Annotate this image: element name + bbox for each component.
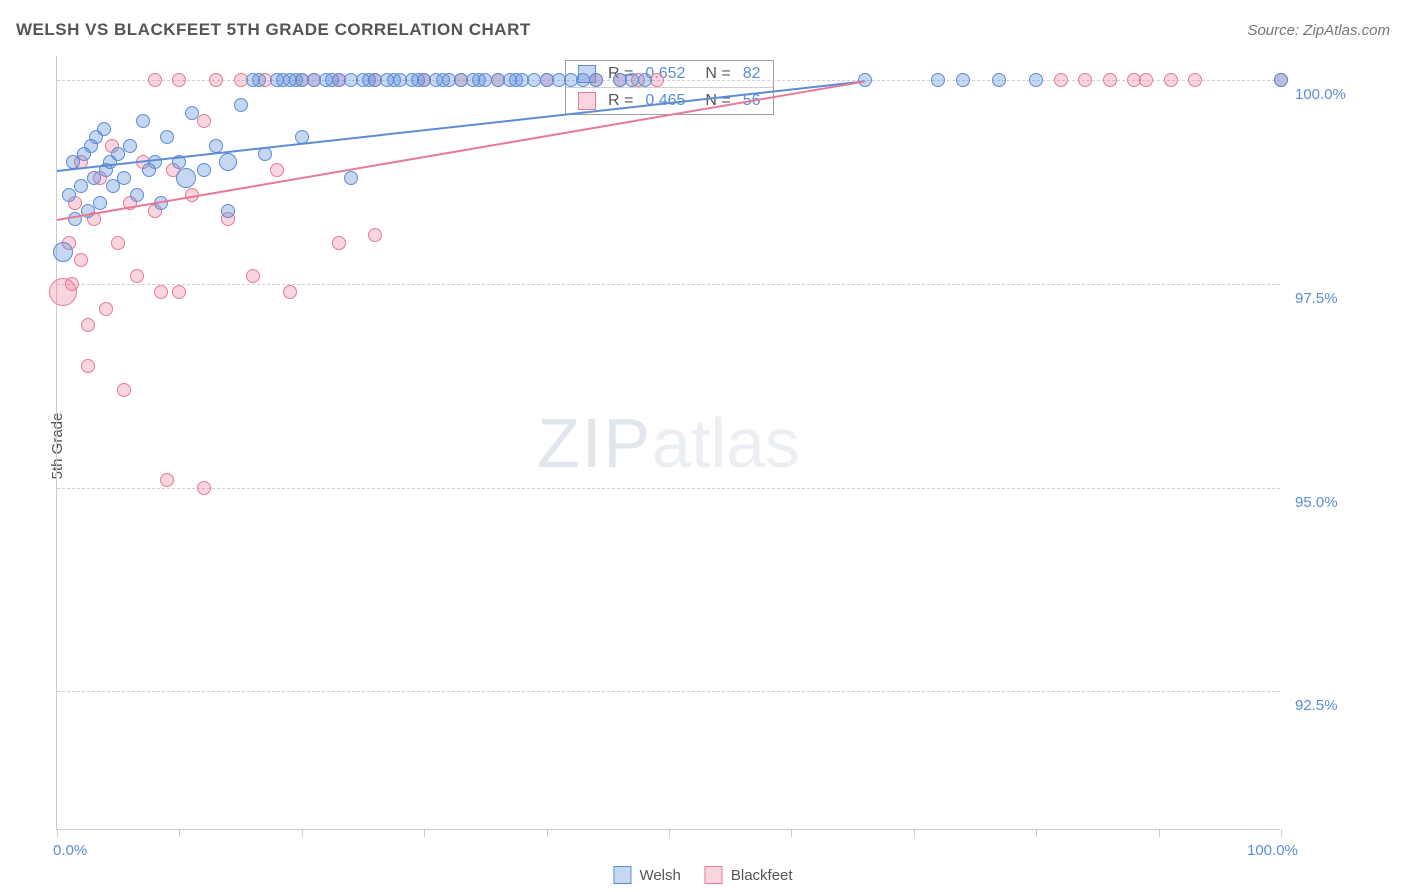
trendline-welsh xyxy=(57,80,865,172)
data-point-blackfeet xyxy=(154,285,168,299)
data-point-welsh xyxy=(123,139,137,153)
chart-title: WELSH VS BLACKFEET 5TH GRADE CORRELATION… xyxy=(16,20,531,40)
x-tick xyxy=(914,829,915,837)
watermark: ZIPatlas xyxy=(537,403,800,483)
y-tick-label: 97.5% xyxy=(1295,290,1338,307)
data-point-blackfeet xyxy=(209,73,223,87)
legend-item-welsh: Welsh xyxy=(613,866,680,884)
data-point-blackfeet xyxy=(270,163,284,177)
data-point-blackfeet xyxy=(74,253,88,267)
x-tick xyxy=(424,829,425,837)
legend: Welsh Blackfeet xyxy=(613,866,792,884)
data-point-welsh xyxy=(53,242,73,262)
data-point-blackfeet xyxy=(172,73,186,87)
data-point-welsh xyxy=(62,188,76,202)
data-point-blackfeet xyxy=(650,73,664,87)
y-tick-label: 100.0% xyxy=(1295,86,1346,103)
x-tick xyxy=(547,829,548,837)
data-point-welsh xyxy=(992,73,1006,87)
x-tick xyxy=(1159,829,1160,837)
x-tick xyxy=(302,829,303,837)
data-point-blackfeet xyxy=(81,359,95,373)
data-point-blackfeet xyxy=(1188,73,1202,87)
data-point-blackfeet xyxy=(148,73,162,87)
data-point-welsh xyxy=(252,73,266,87)
gridline xyxy=(57,284,1280,285)
watermark-atlas: atlas xyxy=(652,404,800,482)
data-point-blackfeet xyxy=(1078,73,1092,87)
data-point-blackfeet xyxy=(368,228,382,242)
data-point-welsh xyxy=(130,188,144,202)
x-tick xyxy=(1281,829,1282,837)
gridline xyxy=(57,691,1280,692)
data-point-blackfeet xyxy=(172,285,186,299)
data-point-welsh xyxy=(209,139,223,153)
data-point-welsh xyxy=(197,163,211,177)
x-tick-label: 100.0% xyxy=(1247,842,1298,859)
data-point-blackfeet xyxy=(197,114,211,128)
x-tick xyxy=(669,829,670,837)
x-tick xyxy=(791,829,792,837)
data-point-welsh xyxy=(93,196,107,210)
source-attribution: Source: ZipAtlas.com xyxy=(1247,22,1390,39)
x-tick xyxy=(57,829,58,837)
data-point-blackfeet xyxy=(160,473,174,487)
legend-item-blackfeet: Blackfeet xyxy=(705,866,793,884)
x-tick xyxy=(179,829,180,837)
legend-swatch xyxy=(705,866,723,884)
x-tick-label: 0.0% xyxy=(53,842,87,859)
data-point-welsh xyxy=(136,114,150,128)
data-point-blackfeet xyxy=(1164,73,1178,87)
data-point-welsh xyxy=(931,73,945,87)
data-point-welsh xyxy=(160,130,174,144)
data-point-welsh xyxy=(1029,73,1043,87)
data-point-welsh xyxy=(97,122,111,136)
gridline xyxy=(57,488,1280,489)
legend-label: Blackfeet xyxy=(731,867,793,884)
data-point-blackfeet xyxy=(283,285,297,299)
data-point-welsh xyxy=(638,73,652,87)
data-point-blackfeet xyxy=(99,302,113,316)
data-point-blackfeet xyxy=(111,236,125,250)
legend-swatch xyxy=(613,866,631,884)
data-point-blackfeet xyxy=(1054,73,1068,87)
data-point-blackfeet xyxy=(130,269,144,283)
data-point-welsh xyxy=(87,171,101,185)
chart-plot-area: ZIPatlas R =0.652N =82R =0.465N =56 92.5… xyxy=(56,56,1280,830)
chart-header: WELSH VS BLACKFEET 5TH GRADE CORRELATION… xyxy=(16,20,1390,40)
y-tick-label: 92.5% xyxy=(1295,697,1338,714)
data-point-blackfeet xyxy=(65,277,79,291)
data-point-welsh xyxy=(1274,73,1288,87)
data-point-blackfeet xyxy=(332,236,346,250)
data-point-welsh xyxy=(219,153,237,171)
data-point-blackfeet xyxy=(81,318,95,332)
data-point-welsh xyxy=(117,171,131,185)
data-point-blackfeet xyxy=(197,481,211,495)
data-point-welsh xyxy=(111,147,125,161)
series-swatch xyxy=(578,92,596,110)
data-point-blackfeet xyxy=(1139,73,1153,87)
legend-label: Welsh xyxy=(639,867,680,884)
data-point-welsh xyxy=(221,204,235,218)
data-point-welsh xyxy=(956,73,970,87)
data-point-welsh xyxy=(185,106,199,120)
data-point-welsh xyxy=(589,73,603,87)
x-tick xyxy=(1036,829,1037,837)
data-point-welsh xyxy=(74,179,88,193)
data-point-welsh xyxy=(148,155,162,169)
data-point-welsh xyxy=(344,171,358,185)
data-point-welsh xyxy=(234,98,248,112)
trendline-blackfeet xyxy=(57,80,865,220)
data-point-blackfeet xyxy=(117,383,131,397)
data-point-blackfeet xyxy=(1103,73,1117,87)
correlation-stats-box: R =0.652N =82R =0.465N =56 xyxy=(565,60,774,115)
data-point-welsh xyxy=(176,168,196,188)
watermark-zip: ZIP xyxy=(537,404,652,482)
y-tick-label: 95.0% xyxy=(1295,494,1338,511)
data-point-blackfeet xyxy=(246,269,260,283)
